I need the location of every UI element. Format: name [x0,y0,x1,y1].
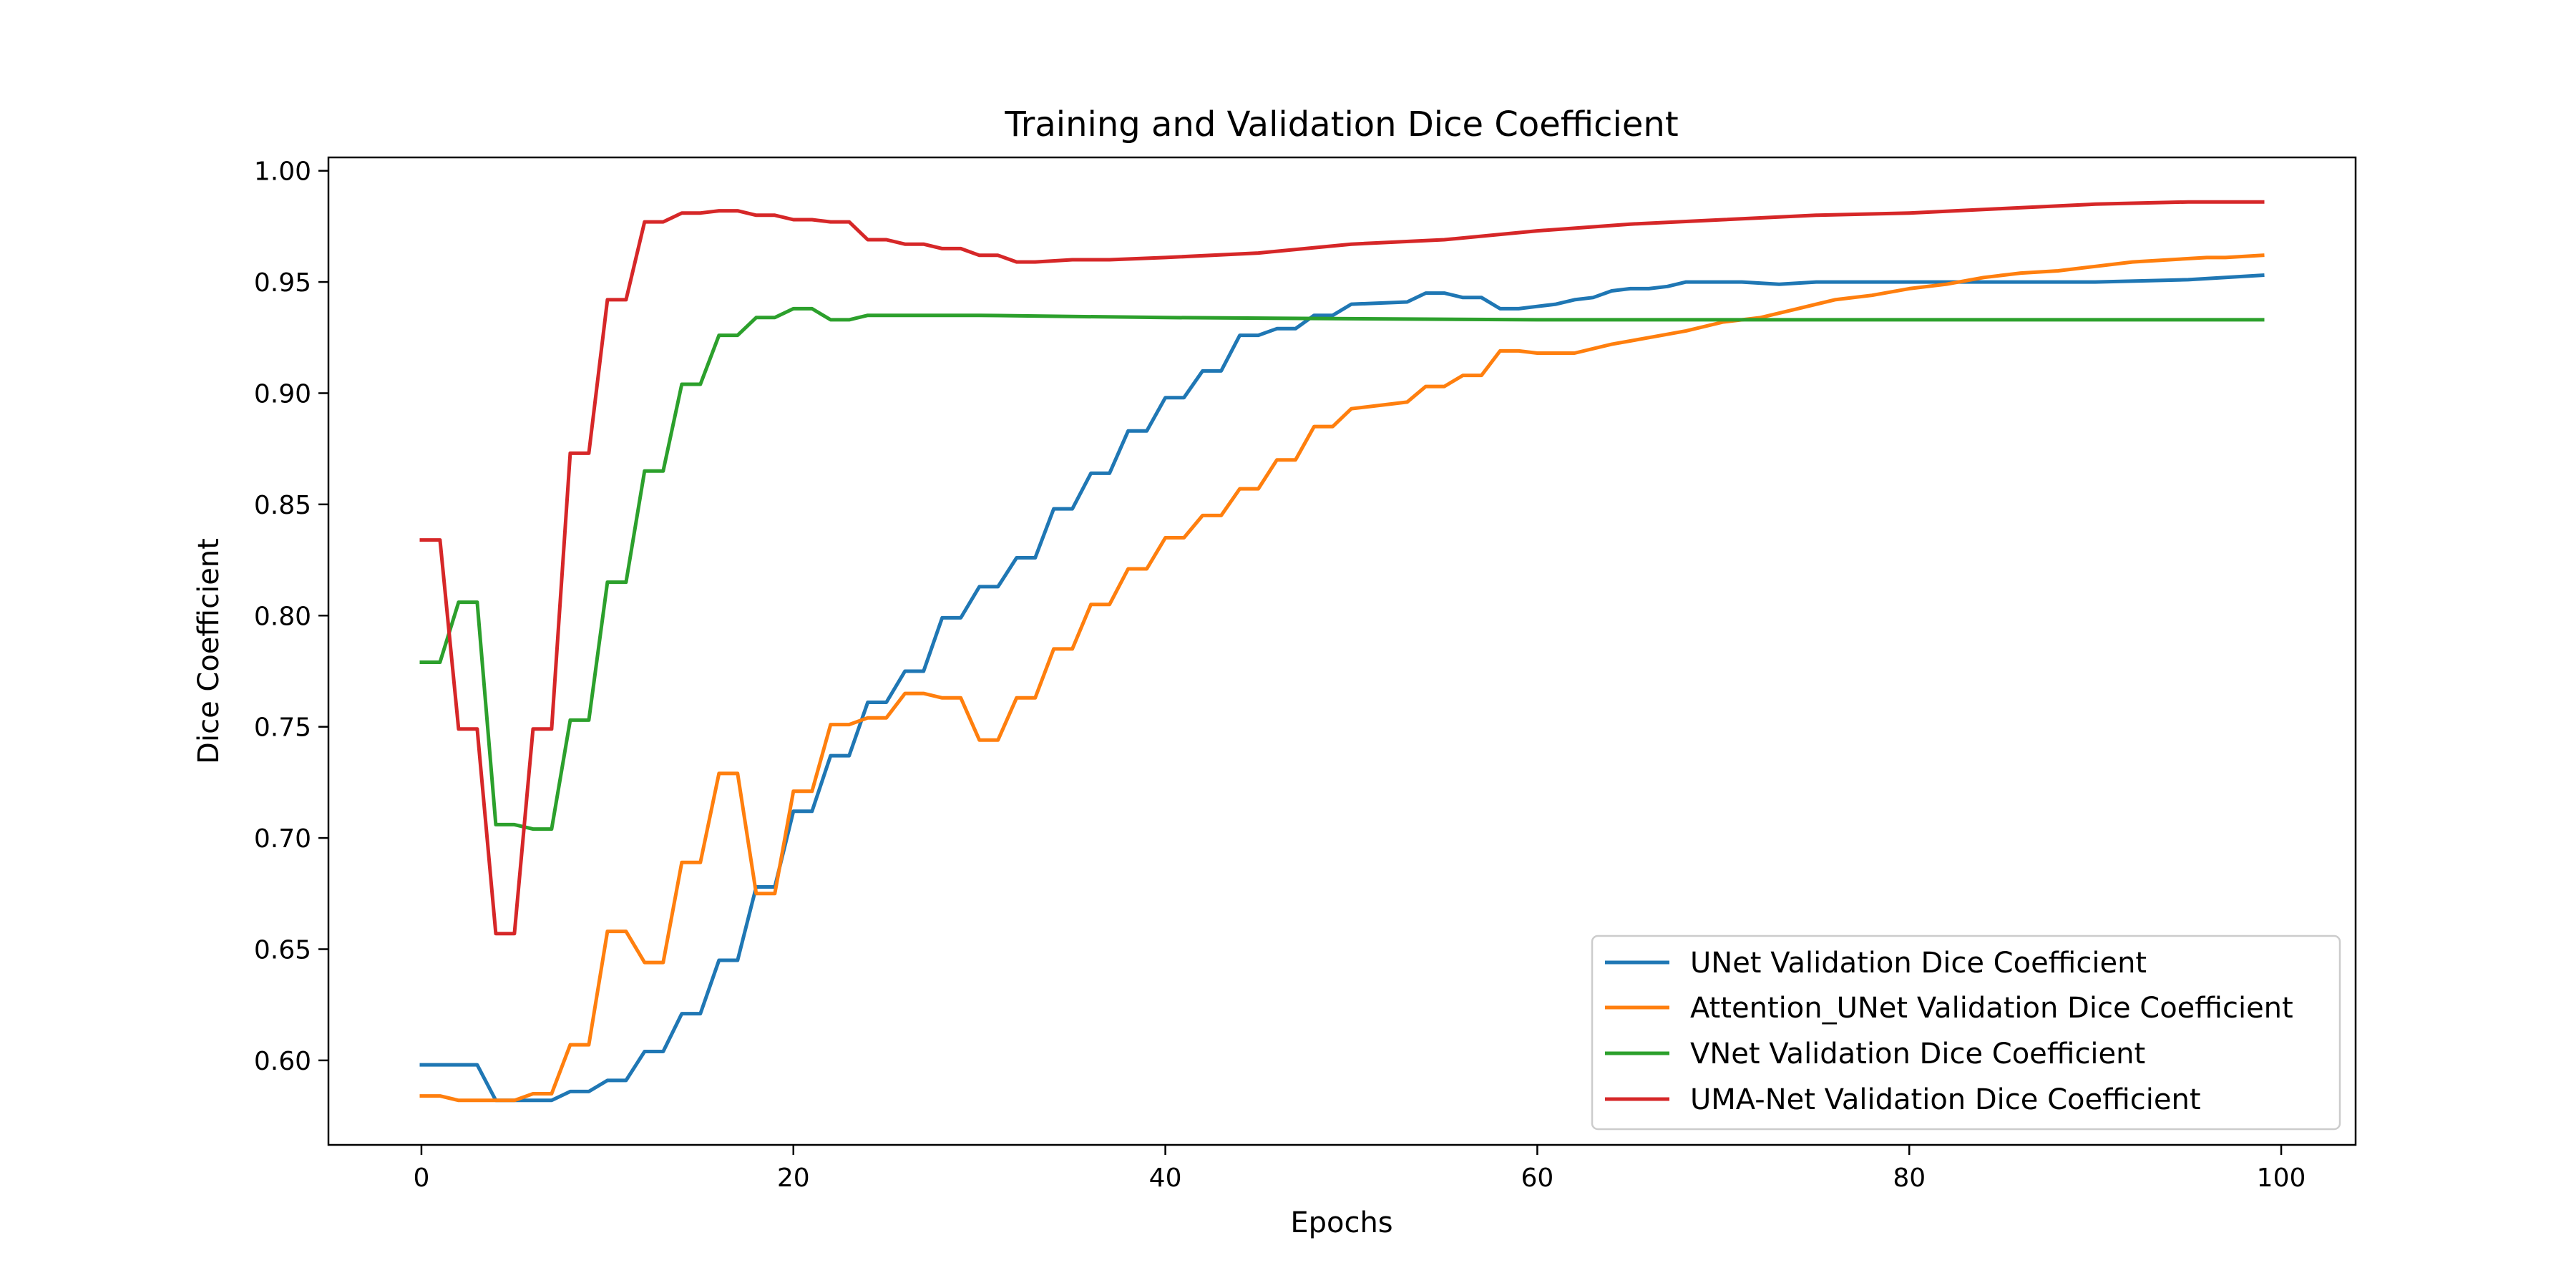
x-tick-label: 80 [1893,1163,1926,1193]
legend-label-vnet: VNet Validation Dice Coefficient [1690,1038,2145,1070]
legend: UNet Validation Dice Coefficient Attenti… [1591,935,2341,1131]
y-tick-label: 0.85 [254,491,311,520]
y-tick-label: 0.70 [254,824,311,854]
y-tick-label: 0.95 [254,268,311,298]
x-tick-label: 40 [1149,1163,1182,1193]
series-line-uma-net [419,200,2265,936]
series-line-attention-unet [419,253,2265,1103]
x-tick-label: 100 [2257,1163,2306,1193]
y-tick-label: 0.80 [254,602,311,631]
plot-lines [419,200,2265,1103]
legend-label-attention-unet: Attention_UNet Validation Dice Coefficie… [1690,992,2293,1025]
y-axis-title: Dice Coefficient [192,538,225,764]
y-tick-label: 1.00 [254,157,311,187]
x-axis: 0 20 40 60 80 100 [414,1145,2306,1193]
series-line-vnet [419,306,2265,831]
x-axis-title: Epochs [1290,1206,1392,1239]
x-tick-label: 20 [777,1163,810,1193]
y-tick-label: 0.90 [254,379,311,409]
chart-title: Training and Validation Dice Coefficient [1004,104,1678,145]
x-tick-label: 60 [1521,1163,1553,1193]
legend-label-uma-net: UMA-Net Validation Dice Coefficient [1690,1083,2201,1116]
plot-frame [327,156,2357,1146]
y-axis: 0.60 0.65 0.70 0.75 0.80 0.85 0.90 0.95 1.00 [254,157,328,1076]
y-tick-label: 0.65 [254,935,311,965]
y-tick-label: 0.60 [254,1047,311,1076]
series-line-unet [419,273,2265,1103]
legend-label-unet: UNet Validation Dice Coefficient [1690,947,2147,980]
y-tick-label: 0.75 [254,713,311,743]
legend-frame [1591,935,2341,1131]
x-tick-label: 0 [414,1163,430,1193]
